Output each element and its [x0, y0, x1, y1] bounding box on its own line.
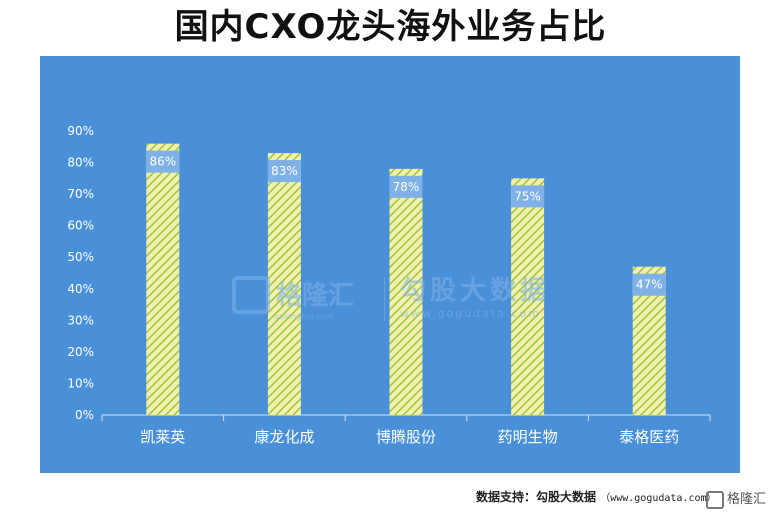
source-note: 数据支持：勾股大数据 （www.gogudata.com）: [476, 488, 717, 508]
data-label-box: [146, 150, 180, 173]
data-label: 78%: [393, 180, 420, 194]
y-tick-label: 40%: [67, 282, 94, 296]
bar: [146, 143, 180, 415]
chart-panel: 0% 10% 20% 30% 40% 50% 60% 70% 80% 90% 凯莱英 康龙化成 博腾股份…: [40, 56, 740, 473]
data-label: 47%: [636, 278, 663, 292]
y-tick-label: 50%: [67, 250, 94, 264]
data-label: 83%: [271, 164, 298, 178]
y-tick-label: 60%: [67, 219, 94, 233]
y-tick-label: 10%: [67, 376, 94, 390]
x-tick-label: 泰格医药: [619, 428, 679, 446]
bar-chart: 0% 10% 20% 30% 40% 50% 60% 70% 80% 90% 凯莱英 康龙化成 博腾股份…: [67, 124, 711, 446]
x-tick-label: 药明生物: [498, 428, 558, 446]
data-label: 75%: [514, 189, 541, 203]
data-label-box: [511, 185, 545, 208]
source-url: （www.gogudata.com）: [600, 493, 717, 504]
y-tick-label: 90%: [67, 124, 94, 138]
y-tick-label: 20%: [67, 345, 94, 359]
corner-logo-icon: [706, 490, 724, 509]
corner-logo: 格隆汇: [706, 488, 776, 509]
chart-title: 国内CXO龙头海外业务占比: [174, 7, 607, 47]
y-tick-label: 30%: [67, 313, 94, 327]
data-label-box: [632, 273, 666, 296]
bar: [267, 153, 301, 415]
y-tick-label: 80%: [67, 156, 94, 170]
bar: [389, 168, 423, 415]
bar: [511, 178, 545, 415]
source-text: 数据支持：勾股大数据: [476, 490, 597, 504]
x-tick-label: 博腾股份: [376, 428, 436, 446]
data-label-box: [267, 160, 301, 183]
data-label-box: [389, 175, 423, 198]
x-tick-label: 康龙化成: [254, 428, 314, 446]
y-tick-label: 70%: [67, 187, 94, 201]
x-tick-label: 凯莱英: [140, 428, 185, 446]
y-tick-label: 0%: [75, 408, 94, 422]
corner-logo-text: 格隆汇: [727, 492, 767, 507]
data-label: 86%: [149, 155, 176, 169]
